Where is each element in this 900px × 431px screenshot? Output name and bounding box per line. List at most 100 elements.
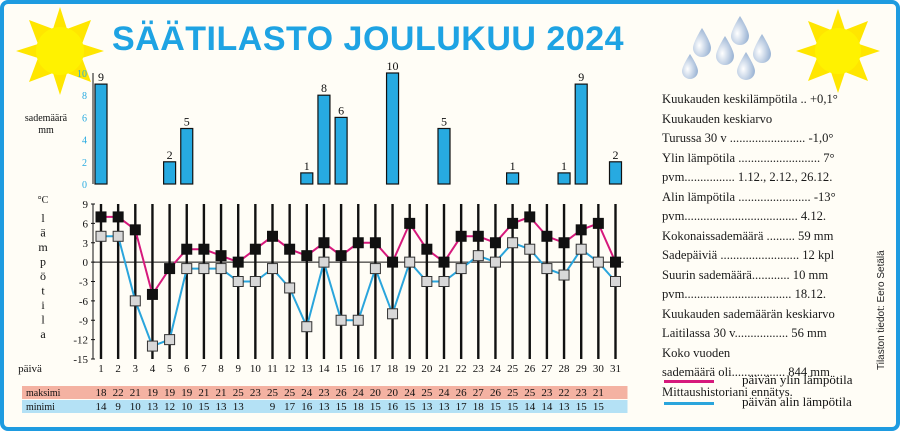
rain-bar: [385, 72, 400, 185]
temp-y-axis-letter: t: [41, 284, 45, 298]
max-value-cell: 24: [353, 387, 365, 399]
x-tick-label: 26: [524, 363, 536, 375]
max-temp-point: [610, 256, 621, 268]
sun-icon-right: [796, 9, 880, 93]
min-temp-point: [387, 308, 399, 320]
sun-icon-left: [16, 7, 104, 95]
rain-bar-label: 1: [304, 159, 310, 173]
x-tick-label: 21: [439, 363, 450, 375]
stat-row: Koko vuoden: [662, 345, 731, 360]
x-tick-label: 28: [559, 363, 571, 375]
max-temp-point: [369, 237, 381, 249]
x-tick-label: 3: [133, 363, 139, 375]
temp-y-tick-label: -6: [79, 296, 89, 308]
rain-y-tick-label: 0: [82, 180, 87, 191]
temp-y-axis-letter: i: [41, 298, 45, 312]
max-temp-point: [507, 217, 519, 229]
min-temp-point: [421, 276, 433, 287]
min-value-cell: 15: [593, 401, 605, 413]
x-tick-label: 31: [610, 363, 621, 375]
min-temp-point: [592, 256, 604, 268]
max-value-cell: 24: [439, 387, 451, 399]
stat-row: pvm................ 1.12., 2.12., 26.12.: [662, 170, 833, 184]
max-temp-point: [421, 243, 433, 255]
x-tick-label: 12: [284, 363, 295, 375]
max-value-cell: 25: [421, 387, 433, 399]
temp-y-axis-letter: ä: [40, 226, 46, 240]
max-temp-point: [232, 256, 244, 268]
min-value-cell: 13: [147, 401, 159, 413]
max-value-cell: 23: [541, 387, 553, 399]
max-temp-point: [575, 224, 587, 236]
rain-y-tick-label: 2: [82, 158, 87, 169]
min-value-cell: 17: [284, 401, 296, 413]
rain-bar-label: 6: [338, 103, 344, 117]
x-tick-label: 15: [336, 363, 348, 375]
min-temp-point: [249, 276, 261, 287]
rain-bar-label: 5: [441, 115, 447, 129]
rain-y-tick-label: 6: [82, 113, 87, 124]
max-value-cell: 25: [267, 387, 279, 399]
rain-bar: [608, 161, 623, 185]
max-value-cell: 24: [404, 387, 416, 399]
x-tick-label: 29: [576, 363, 588, 375]
legend-label-min: päivän alin lämpötila: [742, 394, 852, 409]
max-value-cell: 19: [181, 387, 193, 399]
min-temp-point: [507, 237, 519, 249]
stat-row: Suurin sademäärä............ 10 mm: [662, 267, 829, 282]
max-temp-point: [592, 217, 604, 229]
rain-bar: [180, 127, 194, 185]
temp-y-tick-label: 0: [83, 257, 89, 269]
max-temp-point: [112, 211, 124, 223]
min-temp-point: [610, 276, 621, 287]
min-value-cell: 18: [353, 401, 365, 413]
min-temp-point: [318, 256, 330, 268]
max-temp-point: [404, 217, 416, 229]
temp-y-tick-label: 6: [83, 218, 89, 230]
min-temp-point: [95, 230, 107, 242]
temp-y-axis-letter: l: [41, 313, 45, 327]
max-value-cell: 18: [96, 387, 108, 399]
min-value-cell: 13: [233, 401, 245, 413]
x-tick-label: 18: [387, 363, 399, 375]
min-value-cell: 15: [198, 401, 210, 413]
max-temp-point: [352, 237, 364, 249]
min-value-cell: 13: [318, 401, 330, 413]
x-tick-label: 30: [593, 363, 605, 375]
min-temp-point: [301, 321, 313, 333]
temp-y-tick-label: -15: [73, 354, 88, 366]
raindrops-icon: [682, 16, 771, 80]
max-temp-point: [558, 237, 570, 249]
rain-bar: [557, 172, 571, 185]
temp-y-axis-letter: ö: [40, 269, 46, 283]
temp-y-unit: °C: [38, 195, 49, 206]
min-value-cell: 15: [576, 401, 588, 413]
min-value-cell: 15: [404, 401, 416, 413]
x-tick-label: 20: [421, 363, 433, 375]
rain-y-axis-label: sademäärä: [25, 113, 68, 124]
stat-row: Kuukauden sademäärän keskiarvo: [662, 306, 835, 321]
x-tick-label: 17: [370, 363, 382, 375]
min-temp-point: [129, 295, 141, 307]
rain-bar: [506, 172, 520, 185]
min-temp-point: [215, 263, 227, 275]
max-temp-point: [95, 211, 107, 223]
temp-y-axis-letter: m: [38, 240, 48, 254]
min-temp-point: [438, 276, 450, 287]
max-temp-point: [438, 256, 450, 268]
min-value-cell: 10: [130, 401, 142, 413]
min-value-cell: 13: [421, 401, 433, 413]
max-row-label: maksimi: [26, 388, 61, 399]
min-value-cell: 18: [473, 401, 485, 413]
temp-y-tick-label: -3: [79, 277, 89, 289]
min-value-cell: 12: [164, 401, 175, 413]
stat-row: Turussa 30 v ........................ -1…: [662, 131, 834, 145]
max-temp-point: [301, 250, 313, 262]
max-value-cell: 25: [524, 387, 536, 399]
max-value-cell: 22: [559, 387, 570, 399]
x-tick-label: 25: [507, 363, 519, 375]
min-value-cell: 16: [301, 401, 313, 413]
max-value-cell: 21: [198, 387, 209, 399]
rain-y-axis-unit: mm: [38, 125, 54, 136]
